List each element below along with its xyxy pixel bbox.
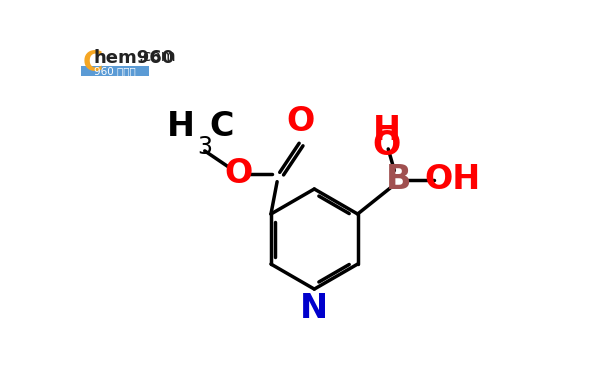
Text: O: O — [224, 158, 253, 190]
Text: hem960: hem960 — [93, 49, 175, 67]
Text: .com: .com — [139, 49, 177, 64]
Text: H: H — [167, 110, 195, 143]
Text: C: C — [82, 49, 103, 77]
Text: N: N — [300, 292, 329, 325]
Text: 3: 3 — [197, 135, 212, 159]
Text: O: O — [286, 105, 315, 138]
Text: H: H — [373, 114, 401, 147]
Text: B: B — [386, 163, 412, 196]
Text: 960 化工网: 960 化工网 — [94, 66, 136, 76]
Text: OH: OH — [425, 163, 481, 196]
Text: C: C — [209, 110, 234, 143]
FancyBboxPatch shape — [81, 66, 149, 76]
Text: O: O — [373, 129, 401, 162]
